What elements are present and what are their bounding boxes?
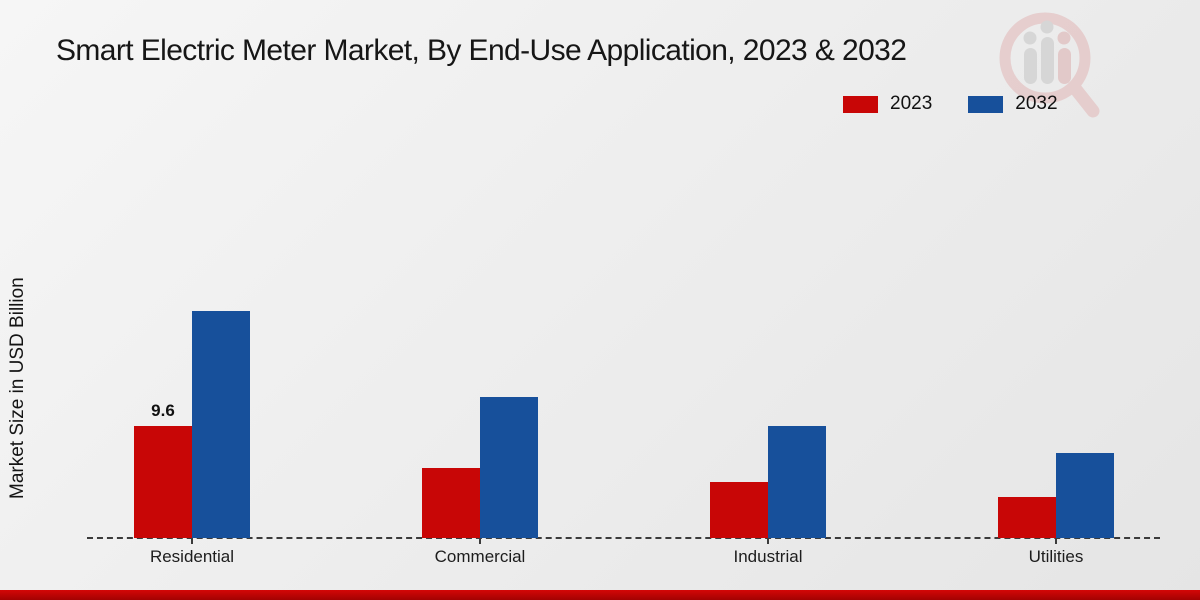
- legend-swatch-2032-icon: [968, 95, 1004, 113]
- bar-value-label-2023-residential: 9.6: [151, 401, 175, 420]
- x-axis-label-utilities: Utilities: [1028, 547, 1084, 566]
- x-axis-tick-residential: [191, 538, 193, 544]
- x-axis-tick-utilities: [1055, 538, 1057, 544]
- legend-swatch-2023-icon: [843, 95, 878, 113]
- x-axis-tick-commercial: [479, 538, 481, 544]
- x-axis-label-residential: Residential: [149, 547, 235, 566]
- magnifier-bars-logo-icon: [999, 12, 1100, 118]
- bar-2032-utilities: [1056, 453, 1114, 538]
- bar-2032-industrial: [768, 426, 826, 538]
- bar-2023-commercial: [422, 468, 480, 538]
- bar-2023-residential: [134, 426, 192, 538]
- bar-2032-residential: [192, 311, 250, 538]
- x-axis-tick-industrial: [767, 538, 769, 544]
- bar-2032-commercial: [480, 397, 538, 538]
- legend-label-2032: 2032: [1015, 93, 1058, 114]
- x-axis-label-industrial: Industrial: [733, 547, 803, 566]
- bar-2023-utilities: [998, 497, 1056, 538]
- legend-item-2023: 2023: [843, 93, 932, 115]
- legend-item-2032: 2032: [968, 93, 1058, 115]
- x-axis-baseline: [87, 537, 1160, 539]
- legend: 2023 2032: [843, 93, 1058, 115]
- bar-2023-industrial: [710, 482, 768, 538]
- footer-accent-bar: [0, 590, 1200, 600]
- x-axis-label-commercial: Commercial: [434, 547, 526, 566]
- chart-title: Smart Electric Meter Market, By End-Use …: [56, 34, 907, 67]
- legend-label-2023: 2023: [890, 93, 933, 114]
